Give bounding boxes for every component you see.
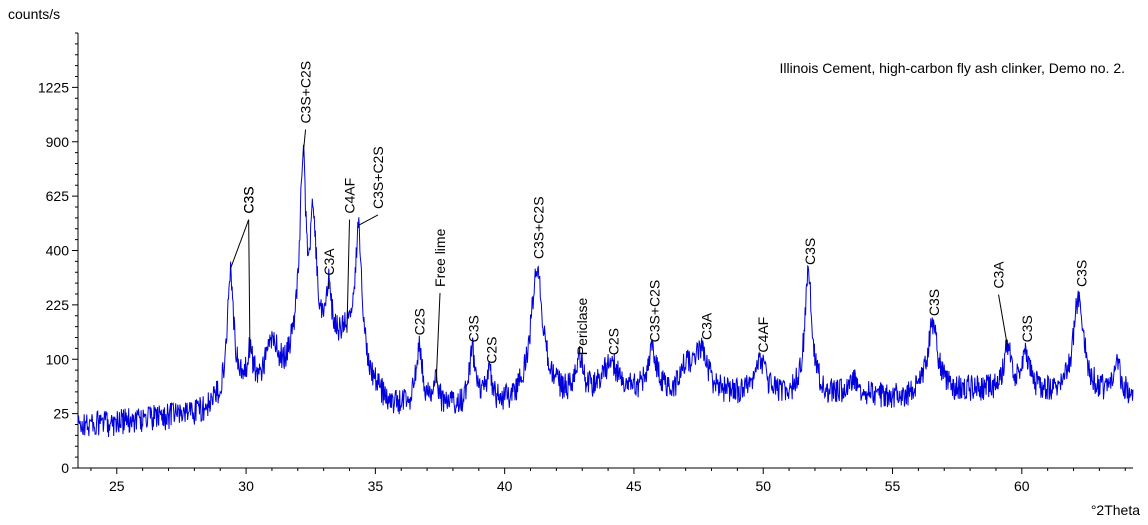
x-tick-label: 35 [368,478,384,494]
peak-label: C3S [1019,315,1035,342]
x-tick-label: 60 [1014,478,1030,494]
peak-label: C3S [466,315,482,342]
x-tick-label: 25 [109,478,125,494]
peak-label: C4AF [755,317,771,353]
peak-label: C3S+C2S [298,61,314,124]
peak-label: C3S+C2S [370,146,386,209]
x-axis-label: °2Theta [1091,502,1140,518]
annotation-leader [998,294,1009,347]
peak-label: C3S+C2S [647,280,663,343]
annotation-leader [358,214,379,226]
peak-label: C4AF [342,178,358,214]
chart-title: Illinois Cement, high-carbon fly ash cli… [780,60,1126,76]
peak-label: C2S [605,328,621,355]
y-tick-label: 625 [46,188,70,204]
x-tick-label: 45 [626,478,642,494]
peak-label: C3S [241,186,257,213]
annotation-leader [435,292,441,384]
annotation-leader [302,129,307,157]
y-tick-label: 900 [46,134,70,150]
peak-label: Free lime [432,228,448,287]
y-tick-label: 25 [53,406,69,422]
peak-label: C3S [802,238,818,265]
peak-label: C3A [321,248,337,276]
y-tick-label: 100 [46,351,70,367]
peak-label: C3S [241,186,257,213]
y-tick-label: 1225 [38,79,69,95]
plot-area [77,33,1133,469]
x-tick-label: 30 [238,478,254,494]
annotation-leader [248,219,251,352]
x-tick-label: 40 [497,478,513,494]
x-tick-label: 55 [885,478,901,494]
y-axis-label: counts/s [8,6,60,22]
axis-ticks: 0 25 100 225 400 625 900 1225 25 30 35 40 45 50 55 60 [38,32,1126,494]
peak-annotations: C3S C3S C3S+C2S C3A C4AF C3S+C2S C2S Free lime C… [230,61,1089,384]
annotation-leader [346,219,351,333]
peak-label: C3S [1073,260,1089,287]
peak-label: C3S+C2S [530,196,546,259]
peak-label: C3A [991,261,1007,289]
peak-label: Periclase [574,297,590,355]
annotation-leader [230,219,250,269]
y-tick-label: 0 [61,460,69,476]
peak-label: C2S [484,337,500,364]
peak-label: C3A [698,312,714,340]
y-tick-label: 225 [46,297,70,313]
peak-label: C3S [926,289,942,316]
y-tick-label: 400 [46,243,70,259]
series-line [77,144,1134,438]
x-tick-label: 50 [755,478,771,494]
peak-label: C2S [411,308,427,335]
